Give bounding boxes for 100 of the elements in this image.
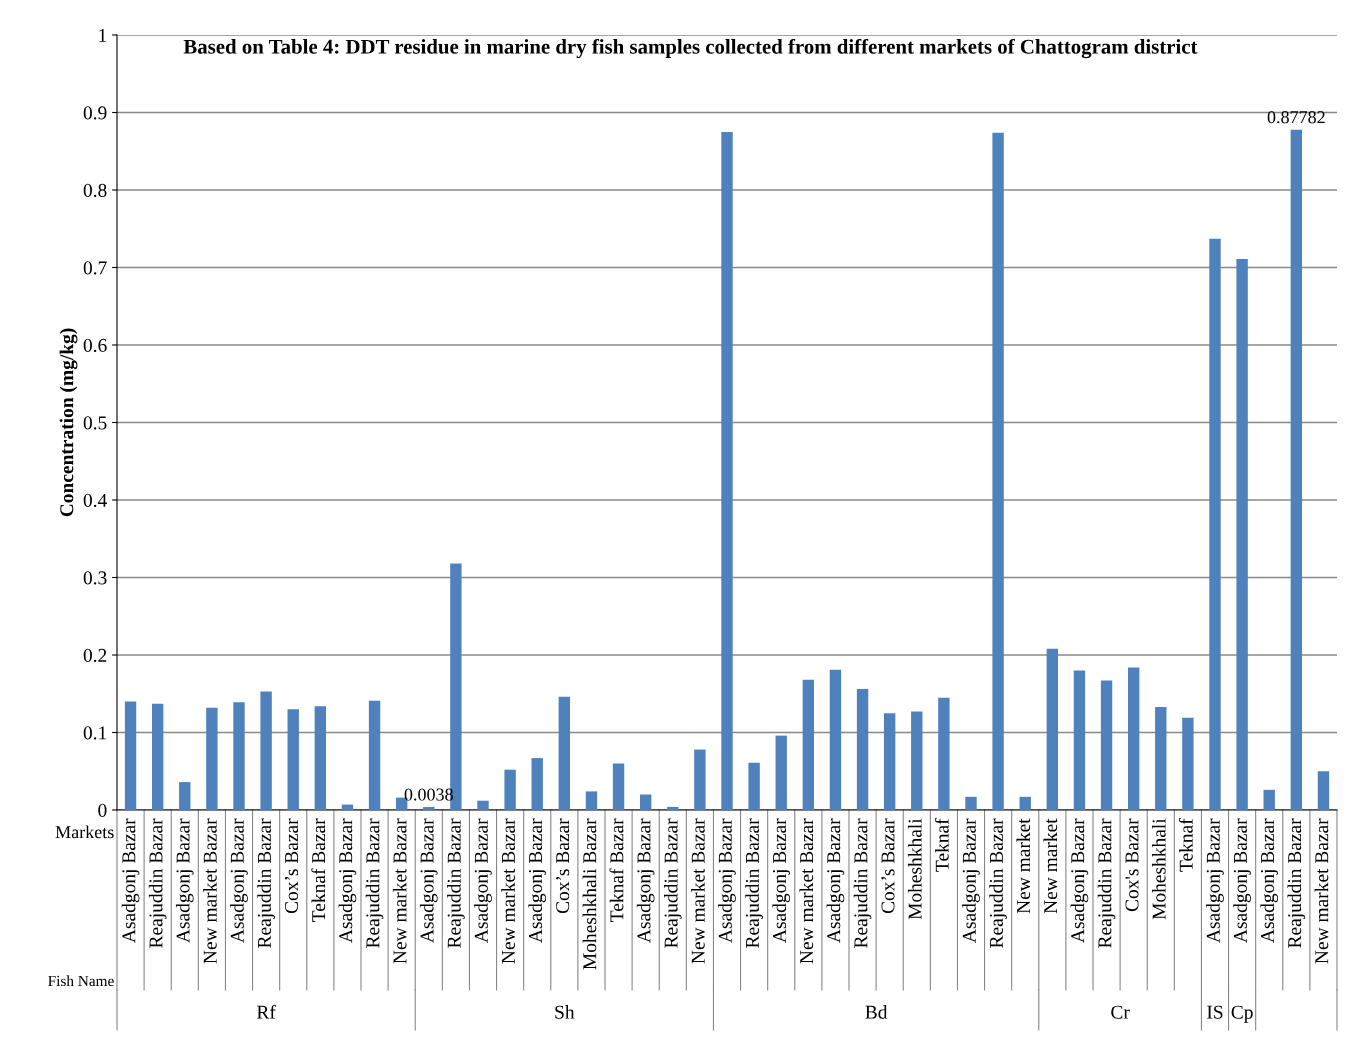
x-tick-label: Reajuddin Bazar [745,818,763,948]
y-tick-label: 0.2 [83,648,107,663]
x-tick-label: Asadgonj Bazar [1233,818,1251,943]
x-tick-label: Cox’s Bazar [556,818,570,914]
x-tick-label: Moheshkhali [1151,818,1166,920]
x-tick-label: Asadgonj Bazar [474,818,492,943]
bar [1236,258,1248,810]
x-tick-label: Asadgonj Bazar [230,818,248,943]
x-tick-label: Reajuddin Bazar [663,818,682,948]
bar [1155,706,1167,810]
text: Markets [55,825,114,839]
x-tick-label: Asadgonj Bazar [528,818,547,943]
x-tick-label: Teknaf Bazar [311,818,326,922]
y-tick-label: 0.9 [83,106,107,120]
x-tick-label: Asadgonj Bazar [419,818,438,943]
bar [775,735,787,810]
x-tick-label: Teknaf [934,818,949,872]
x-tick-label: Reajuddin Bazar [447,818,465,948]
x-tick-label: Asadgonj Bazar [1206,818,1224,943]
bar [992,132,1004,810]
x-tick-label: Reajuddin Bazar [1287,818,1306,948]
data-label: 0.87782 [1267,111,1325,124]
x-tick-label: Asadgonj Bazar [636,818,655,943]
y-tick-label: 0.5 [83,416,107,430]
bar [802,679,815,810]
chart-title: Based on Table 4: DDT residue in marine dry fish samples collected from different markets of Chattogram district [183,38,1198,59]
bar [965,796,977,810]
x-tick-label: Asadgonj Bazar [338,818,357,943]
y-tick-label: 0.4 [83,493,107,508]
x-tick-label: Teknaf Bazar [609,818,624,922]
x-tick-label: Asadgonj Bazar [962,818,980,943]
bar [1317,771,1330,810]
text: Cp [1231,1005,1253,1023]
bar [1073,670,1086,810]
x-tick-label: Reajuddin Bazar [989,818,1007,948]
y-tick-label: 0.7 [83,261,107,275]
bar [206,707,218,810]
bar [179,782,191,810]
bar [124,701,137,810]
bar [667,806,679,810]
x-tick-label: New market [1016,818,1031,914]
x-tick-label: Asadgonj Bazar [121,818,140,943]
bar [1290,129,1303,810]
x-tick-label: Reajuddin Bazar [853,818,872,948]
y-tick-label: 0.3 [83,571,107,585]
y-tick-label: 1 [99,28,107,42]
x-tick-label: Asadgonj Bazar [1260,818,1279,943]
x-tick-label: New market [1043,818,1058,914]
x-tick-label: New market Bazar [1314,818,1329,964]
bar [558,696,571,810]
bar [314,706,327,810]
y-axis-title: Concentration (mg/kg) [59,328,78,517]
bar [1263,789,1275,810]
bar [477,800,489,810]
bar [233,702,245,810]
bar [856,689,869,810]
x-tick-label: Moheshkhali [907,818,922,920]
bar [938,697,950,810]
bar [721,131,733,810]
x-tick-label: Teknaf [1178,818,1193,872]
x-tick-label: Reajuddin Bazar [257,818,275,948]
bar [829,669,842,810]
text: Rf [256,1004,276,1019]
text: Bd [865,1005,888,1019]
bar [585,791,598,810]
bar [423,807,435,810]
x-tick-label: Cox’s Bazar [284,818,299,914]
bar [1100,680,1113,810]
bar [260,691,272,810]
bar [287,709,299,810]
text: IS [1207,1005,1223,1019]
x-tick-label: Reajuddin Bazar [365,818,384,948]
bar [1046,648,1059,810]
bar [1182,717,1194,810]
y-tick-label: 0.1 [83,726,107,740]
x-tick-label: Cox's Bazar [1125,818,1139,912]
x-tick-label: Asadgonj Bazar [1070,818,1089,943]
bar [639,794,652,810]
x-tick-label: New market Bazar [392,818,407,964]
bar [694,749,706,810]
bar [883,713,896,810]
text: Sh [555,1005,575,1019]
bar [504,769,516,810]
x-tick-label: New market Bazar [203,818,217,964]
y-tick-label: 0.6 [83,338,107,353]
bar [1019,796,1031,810]
y-tick-label: 0.8 [83,183,107,198]
x-tick-label: Asadgonj Bazar [718,818,736,943]
x-tick-label: Moheshkhali Bazar [582,818,597,970]
x-tick-label: Reajuddin Bazar [1097,818,1116,948]
text: Cr [1111,1005,1130,1019]
y-tick-label: 0 [98,803,107,817]
x-tick-label: Asadgonj Bazar [826,818,845,943]
x-tick-label: Cox’s Bazar [881,818,895,914]
bar [911,711,923,810]
bar [1127,667,1140,810]
bar [531,758,543,810]
bar [1209,238,1221,810]
x-tick-label: New market Bazar [691,818,705,964]
x-tick-label: New market Bazar [799,818,814,964]
